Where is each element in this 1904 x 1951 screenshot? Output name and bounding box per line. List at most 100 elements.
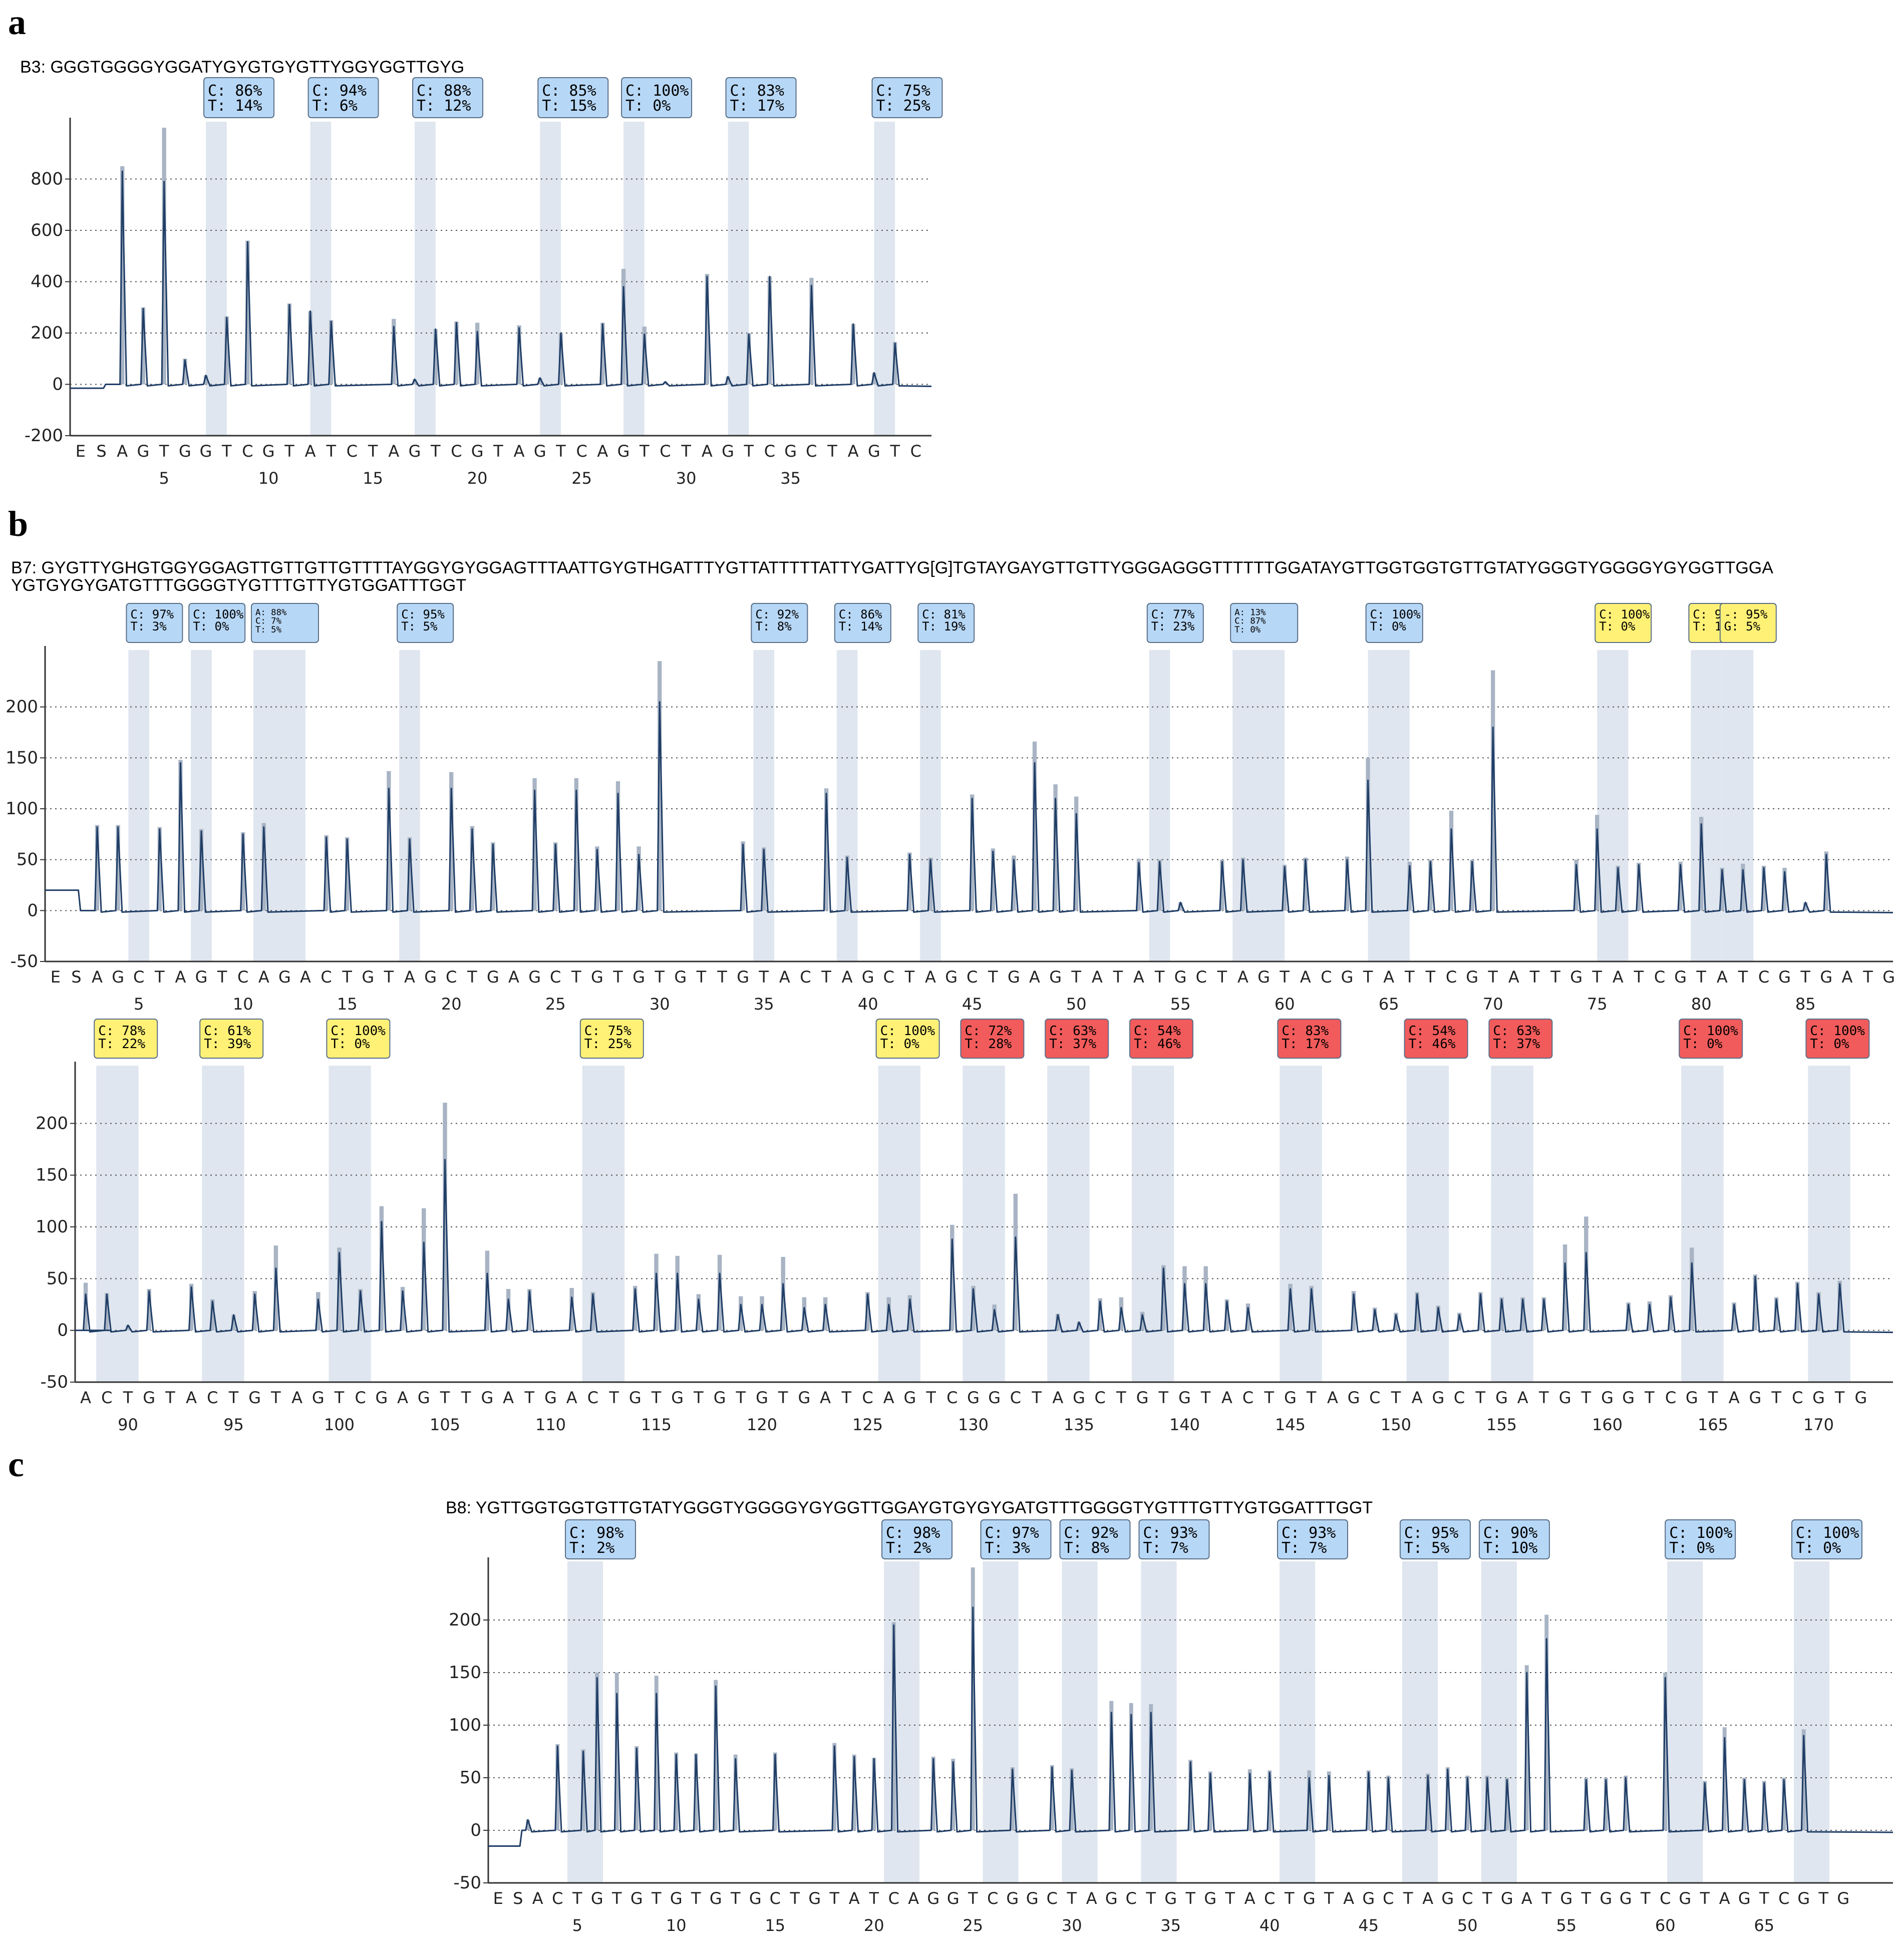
expected-bar — [1288, 1283, 1293, 1331]
x-nucleotide-label: G — [737, 967, 749, 987]
expected-bar — [1136, 858, 1141, 911]
x-nucleotide-label: T — [1113, 967, 1123, 987]
panel-b-sequence-label-line2: YGTGYGYGATGTTTGGGGTYGTTTGTTYGTGGATTTGGT — [11, 576, 466, 595]
methylation-value: C: 83% — [730, 82, 784, 100]
expected-bar — [1053, 784, 1058, 911]
x-nucleotide-label: A — [1719, 1889, 1730, 1908]
methylation-value: C: 100% — [193, 607, 244, 621]
cpg-shade — [329, 1066, 371, 1382]
x-nucleotide-label: T — [217, 967, 227, 987]
y-tick-label: 400 — [31, 272, 63, 292]
x-nucleotide-label: T — [1541, 1889, 1551, 1908]
x-position-label: 15 — [337, 995, 358, 1014]
cpg-shade — [1691, 650, 1722, 961]
x-nucleotide-label: G — [1812, 1388, 1825, 1407]
methylation-box — [621, 77, 693, 118]
expected-bar — [1574, 859, 1578, 911]
methylation-value: C: 75% — [876, 82, 930, 100]
expected-bar — [1722, 1727, 1727, 1830]
expected-bar — [379, 1206, 384, 1331]
methylation-box — [1488, 1019, 1553, 1059]
y-tick-label: 50 — [460, 1768, 481, 1788]
x-nucleotide-label: T — [608, 1388, 619, 1407]
x-nucleotide-label: A — [300, 967, 311, 987]
panel-letter-c: c — [8, 1444, 24, 1484]
x-nucleotide-label: T — [691, 1889, 701, 1908]
x-nucleotide-label: T — [440, 1388, 450, 1407]
x-nucleotide-label: T — [493, 442, 503, 461]
expected-bar — [1499, 1297, 1504, 1331]
expected-bar — [454, 321, 459, 385]
x-position-label: 20 — [441, 995, 462, 1014]
x-nucleotide-label: C — [1758, 967, 1769, 987]
expected-bar — [245, 240, 250, 385]
x-position-label: 20 — [864, 1916, 884, 1935]
expected-bar — [95, 825, 100, 911]
x-nucleotide-label: S — [513, 1889, 523, 1908]
x-position-label: 55 — [1170, 995, 1191, 1014]
x-nucleotide-label: G — [862, 967, 874, 987]
expected-bar — [931, 1757, 935, 1830]
expected-bar — [1129, 1703, 1133, 1830]
methylation-value: -: 95% — [1724, 607, 1768, 621]
x-nucleotide-label: T — [1284, 1889, 1295, 1908]
cpg-shade — [540, 122, 561, 436]
x-nucleotide-label: T — [1538, 1388, 1549, 1407]
methylation-value: C: 100% — [1810, 1024, 1865, 1039]
panel-a-sequence-label: B3: GGGTGGGGYGGATYGYGTGYGTTYGGYGGTTGYG — [20, 58, 464, 77]
x-nucleotide-label: A — [1092, 967, 1103, 987]
x-nucleotide-label: G — [714, 1388, 726, 1407]
methylation-box — [834, 603, 891, 643]
expected-bar — [126, 1325, 130, 1331]
cpg-shade — [1368, 650, 1410, 961]
expected-bar — [1478, 1292, 1483, 1331]
x-nucleotide-label: T — [384, 967, 394, 987]
x-nucleotide-label: T — [868, 1889, 879, 1908]
x-nucleotide-label: G — [544, 1388, 557, 1407]
methylation-value: T: 0% — [1683, 1037, 1723, 1052]
x-nucleotide-label: G — [143, 1388, 155, 1407]
methylation-value: T: 0% — [1669, 1539, 1714, 1557]
x-nucleotide-label: A — [397, 1388, 408, 1407]
y-tick-label: 150 — [449, 1663, 481, 1683]
expected-bar — [654, 1676, 659, 1830]
x-nucleotide-label: A — [820, 1388, 831, 1407]
expected-bar — [991, 848, 995, 911]
expected-bar — [1732, 1302, 1736, 1331]
x-nucleotide-label: T — [1145, 1889, 1156, 1908]
methylation-box — [412, 77, 484, 118]
pyrogram-trace — [488, 1606, 1893, 1847]
x-position-label: 30 — [1062, 1916, 1082, 1935]
methylation-value: C: 7% — [255, 616, 282, 626]
expected-bar — [658, 661, 662, 911]
x-nucleotide-label: T — [1200, 1388, 1211, 1407]
cpg-shade — [623, 122, 645, 436]
methylation-box — [1478, 1519, 1550, 1559]
methylation-value: C: 54% — [1409, 1024, 1456, 1039]
expected-bar — [891, 1622, 896, 1830]
y-tick-label: 600 — [31, 220, 63, 240]
x-nucleotide-label: G — [868, 442, 880, 461]
x-nucleotide-label: C — [1264, 1889, 1275, 1908]
x-nucleotide-label: G — [1882, 967, 1895, 987]
y-tick-label: 200 — [36, 1113, 68, 1133]
x-position-label: 90 — [118, 1415, 138, 1434]
expected-bar — [1208, 1771, 1212, 1830]
x-nucleotide-label: T — [1487, 967, 1498, 987]
methylation-value: T: 14% — [839, 619, 882, 633]
x-position-label: 30 — [650, 995, 670, 1014]
expected-bar — [1224, 1299, 1229, 1331]
methylation-value: C: 77% — [1151, 607, 1195, 621]
expected-bar — [1457, 1313, 1462, 1331]
x-position-label: 40 — [1259, 1916, 1280, 1935]
x-nucleotide-label: T — [736, 1388, 746, 1407]
x-position-label: 45 — [1358, 1916, 1379, 1935]
methylation-value: C: 100% — [1599, 607, 1650, 621]
x-position-label: 85 — [1795, 995, 1816, 1014]
cpg-shade — [1794, 1561, 1830, 1883]
x-nucleotide-label: T — [717, 967, 727, 987]
x-nucleotide-label: G — [1738, 1889, 1751, 1908]
expected-bar — [1562, 1244, 1567, 1331]
